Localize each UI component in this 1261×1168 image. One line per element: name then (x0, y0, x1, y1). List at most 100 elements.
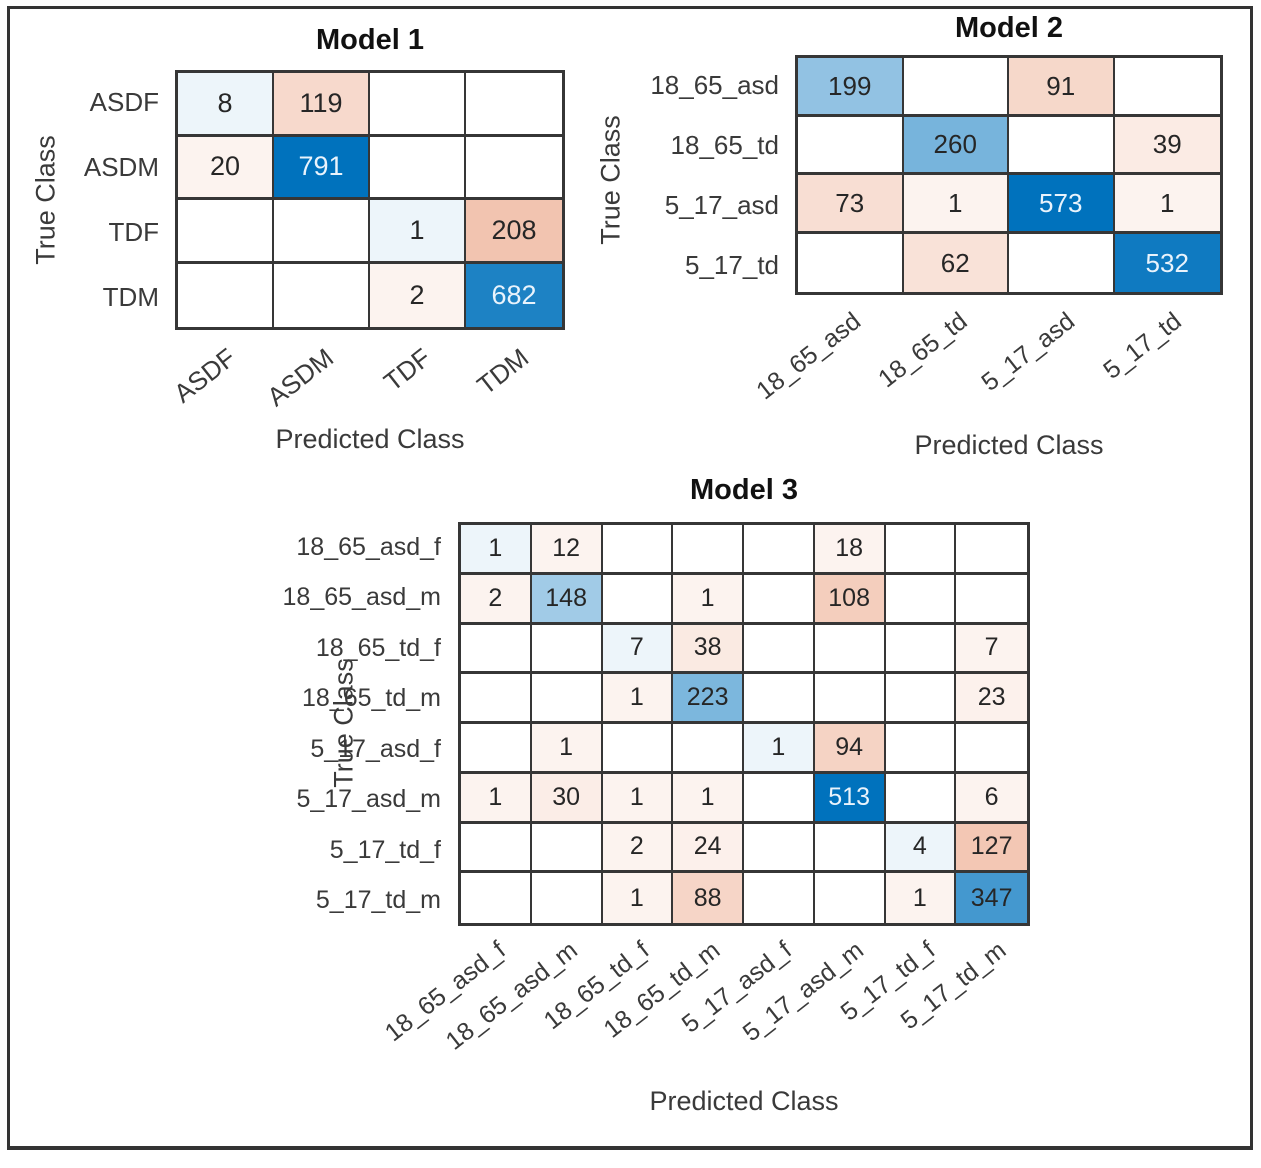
cell-value: 88 (693, 883, 722, 912)
matrix-cell: 1 (1114, 175, 1220, 234)
matrix-cell (885, 773, 957, 824)
cell-value: 148 (545, 583, 587, 612)
cell-value: 2 (629, 832, 644, 861)
matrix-cell (531, 624, 603, 675)
cell-value: 2 (488, 583, 503, 612)
matrix-cell: 1 (602, 674, 674, 724)
cell-value: 199 (828, 70, 872, 101)
matrix-cell: 7 (956, 624, 1027, 675)
matrix-cell: 62 (903, 233, 1009, 292)
matrix-cell: 260 (903, 116, 1009, 175)
cell-value: 38 (693, 633, 722, 662)
cell-value: 573 (1039, 187, 1083, 218)
y-tick-label: ASDF (89, 87, 159, 118)
matrix-cell (956, 724, 1027, 774)
matrix-cell (1009, 116, 1115, 175)
cell-value: 39 (1152, 129, 1182, 160)
matrix-cell: 1 (461, 525, 532, 575)
y-tick-label: 18_65_asd_f (296, 532, 441, 561)
matrix-cell: 347 (956, 873, 1027, 923)
matrix-cell (466, 137, 562, 200)
matrix-cell: 1 (903, 175, 1009, 234)
cell-value: 1 (559, 732, 574, 761)
matrix-cell: 73 (798, 175, 904, 234)
matrix-cell: 4 (885, 823, 957, 874)
matrix-cell (274, 263, 370, 327)
matrix-cell: 1 (673, 773, 744, 824)
matrix-cell (798, 116, 904, 175)
y-tick-labels: 18_65_asd_f 18_65_asd_m 18_65_td_f 18_65_td… (275, 522, 450, 926)
matrix-cell (461, 823, 532, 874)
matrix-cell (673, 724, 744, 774)
matrix-cell: 88 (673, 873, 744, 923)
matrix-cell (744, 624, 815, 675)
y-tick-label: 18_65_td_f (315, 633, 441, 662)
chart-title: Model 3 (690, 474, 798, 506)
matrix-cell (602, 574, 674, 625)
cell-value: 1 (629, 782, 644, 811)
cell-value: 20 (209, 151, 241, 182)
matrix-cell: 2 (461, 574, 532, 625)
matrix-cell: 119 (274, 73, 370, 137)
y-tick-label: 5_17_td (685, 249, 779, 280)
confusion-grid: 199 91 260 39 73 1 573 1 62 532 (795, 55, 1223, 295)
matrix-cell: 1 (744, 724, 815, 774)
matrix-cell (1114, 58, 1220, 117)
cell-value: 62 (940, 247, 970, 278)
matrix-cell: 1 (602, 873, 674, 923)
cell-value: 23 (977, 683, 1006, 712)
matrix-cell (370, 136, 466, 200)
matrix-cell: 573 (1009, 175, 1115, 234)
matrix-cell: 1 (673, 574, 744, 625)
matrix-cell (744, 773, 815, 824)
matrix-cell: 1 (531, 724, 603, 774)
matrix-cell: 23 (956, 674, 1027, 724)
cell-value: 682 (491, 279, 537, 310)
cell-value: 94 (835, 732, 864, 761)
matrix-cell: 94 (814, 724, 886, 774)
cell-value: 18 (835, 533, 864, 562)
matrix-cell (744, 674, 815, 724)
y-tick-label: 18_65_td_m (301, 684, 441, 712)
chart-title: Model 1 (316, 24, 424, 56)
matrix-cell (274, 200, 370, 264)
y-tick-label: 5_17_asd_m (296, 785, 441, 813)
y-tick-labels: 18_65_asd 18_65_td 5_17_asd 5_17_td (608, 55, 788, 295)
figure-frame (7, 6, 1253, 1150)
y-tick-label: 5_17_td_f (329, 835, 441, 864)
matrix-cell: 1 (461, 773, 532, 824)
matrix-cell: 208 (466, 200, 562, 264)
matrix-cell: 1 (602, 773, 674, 824)
cell-value: 1 (948, 187, 963, 218)
cell-value: 119 (299, 87, 343, 118)
matrix-cell (673, 525, 744, 575)
cell-value: 24 (693, 832, 722, 861)
cell-value: 4 (912, 832, 927, 861)
matrix-cell (178, 200, 274, 264)
cell-value: 91 (1046, 70, 1076, 101)
matrix-cell (814, 624, 886, 675)
confusion-grid: 8 119 20 791 1 208 2 682 (175, 70, 565, 330)
matrix-cell: 682 (466, 263, 562, 327)
y-tick-label: 18_65_asd (650, 69, 779, 100)
matrix-cell: 532 (1114, 233, 1220, 292)
matrix-cell (370, 73, 466, 137)
matrix-cell (885, 574, 957, 625)
cell-value: 1 (488, 533, 503, 562)
matrix-cell (814, 823, 886, 874)
x-axis-label: Predicted Class (649, 1086, 839, 1116)
matrix-cell: 1 (370, 200, 466, 264)
cell-value: 73 (835, 187, 865, 218)
y-tick-label: 18_65_td (670, 129, 779, 160)
x-tick-labels: 18_65_asd_f 18_65_asd_m 18_65_td_f 18_65_td… (380, 930, 1030, 1085)
matrix-cell: 7 (602, 624, 674, 675)
matrix-cell (885, 724, 957, 774)
matrix-cell (602, 525, 674, 575)
matrix-cell: 791 (274, 136, 370, 200)
cell-value: 1 (629, 683, 644, 712)
cell-value: 1 (629, 883, 644, 912)
matrix-cell (531, 823, 603, 874)
matrix-cell: 6 (956, 773, 1027, 824)
